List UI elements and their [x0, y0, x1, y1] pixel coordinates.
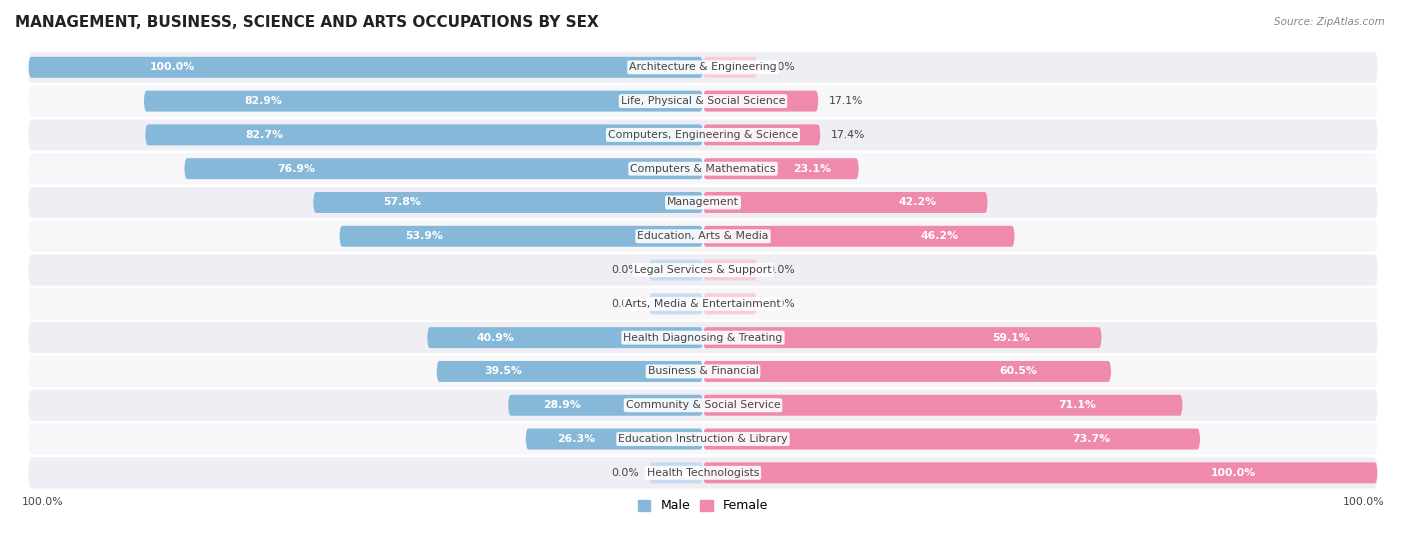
Text: 17.1%: 17.1%	[828, 96, 863, 106]
Text: Community & Social Service: Community & Social Service	[626, 400, 780, 410]
FancyBboxPatch shape	[703, 192, 987, 213]
FancyBboxPatch shape	[184, 158, 703, 179]
Text: 71.1%: 71.1%	[1059, 400, 1097, 410]
FancyBboxPatch shape	[28, 120, 1378, 150]
Text: 0.0%: 0.0%	[612, 299, 638, 309]
FancyBboxPatch shape	[703, 361, 1111, 382]
Text: 40.9%: 40.9%	[477, 333, 515, 343]
Text: 28.9%: 28.9%	[543, 400, 581, 410]
FancyBboxPatch shape	[526, 429, 703, 449]
Text: 0.0%: 0.0%	[768, 265, 794, 275]
Text: 39.5%: 39.5%	[485, 367, 523, 376]
FancyBboxPatch shape	[28, 288, 1378, 319]
Text: Business & Financial: Business & Financial	[648, 367, 758, 376]
FancyBboxPatch shape	[28, 390, 1378, 421]
Text: 0.0%: 0.0%	[612, 468, 638, 478]
Text: 60.5%: 60.5%	[1000, 367, 1038, 376]
Text: 0.0%: 0.0%	[768, 299, 794, 309]
Text: Health Technologists: Health Technologists	[647, 468, 759, 478]
FancyBboxPatch shape	[427, 327, 703, 348]
Text: 0.0%: 0.0%	[768, 62, 794, 72]
FancyBboxPatch shape	[437, 361, 703, 382]
FancyBboxPatch shape	[28, 322, 1378, 353]
FancyBboxPatch shape	[650, 462, 703, 484]
Text: Legal Services & Support: Legal Services & Support	[634, 265, 772, 275]
FancyBboxPatch shape	[28, 52, 1378, 83]
Text: 76.9%: 76.9%	[277, 164, 316, 174]
Text: Source: ZipAtlas.com: Source: ZipAtlas.com	[1274, 17, 1385, 27]
Text: 0.0%: 0.0%	[612, 265, 638, 275]
FancyBboxPatch shape	[508, 395, 703, 416]
FancyBboxPatch shape	[703, 91, 818, 112]
Text: 57.8%: 57.8%	[384, 197, 422, 207]
FancyBboxPatch shape	[703, 259, 756, 281]
FancyBboxPatch shape	[703, 327, 1102, 348]
FancyBboxPatch shape	[28, 221, 1378, 252]
Text: 59.1%: 59.1%	[993, 333, 1029, 343]
FancyBboxPatch shape	[703, 226, 1015, 247]
Text: 73.7%: 73.7%	[1073, 434, 1111, 444]
Text: Life, Physical & Social Science: Life, Physical & Social Science	[621, 96, 785, 106]
Text: MANAGEMENT, BUSINESS, SCIENCE AND ARTS OCCUPATIONS BY SEX: MANAGEMENT, BUSINESS, SCIENCE AND ARTS O…	[15, 15, 599, 30]
Text: Computers & Mathematics: Computers & Mathematics	[630, 164, 776, 174]
FancyBboxPatch shape	[28, 356, 1378, 387]
Legend: Male, Female: Male, Female	[633, 494, 773, 518]
Text: Management: Management	[666, 197, 740, 207]
Text: Arts, Media & Entertainment: Arts, Media & Entertainment	[626, 299, 780, 309]
FancyBboxPatch shape	[703, 158, 859, 179]
FancyBboxPatch shape	[143, 91, 703, 112]
FancyBboxPatch shape	[650, 259, 703, 281]
Text: 46.2%: 46.2%	[921, 231, 959, 241]
Text: Architecture & Engineering: Architecture & Engineering	[630, 62, 776, 72]
FancyBboxPatch shape	[28, 457, 1378, 489]
FancyBboxPatch shape	[28, 86, 1378, 117]
FancyBboxPatch shape	[703, 125, 820, 145]
FancyBboxPatch shape	[28, 57, 703, 78]
FancyBboxPatch shape	[28, 153, 1378, 184]
FancyBboxPatch shape	[339, 226, 703, 247]
FancyBboxPatch shape	[703, 395, 1182, 416]
Text: 42.2%: 42.2%	[898, 197, 936, 207]
FancyBboxPatch shape	[145, 125, 703, 145]
Text: 17.4%: 17.4%	[831, 130, 865, 140]
Text: Education, Arts & Media: Education, Arts & Media	[637, 231, 769, 241]
Text: 100.0%: 100.0%	[1211, 468, 1256, 478]
FancyBboxPatch shape	[28, 424, 1378, 454]
Text: 82.7%: 82.7%	[246, 130, 284, 140]
FancyBboxPatch shape	[28, 187, 1378, 218]
Text: Computers, Engineering & Science: Computers, Engineering & Science	[607, 130, 799, 140]
FancyBboxPatch shape	[703, 462, 1378, 484]
FancyBboxPatch shape	[314, 192, 703, 213]
Text: 100.0%: 100.0%	[21, 497, 63, 507]
Text: 100.0%: 100.0%	[150, 62, 195, 72]
Text: 53.9%: 53.9%	[405, 231, 443, 241]
FancyBboxPatch shape	[703, 57, 756, 78]
Text: 82.9%: 82.9%	[245, 96, 283, 106]
Text: 26.3%: 26.3%	[558, 434, 596, 444]
FancyBboxPatch shape	[650, 293, 703, 314]
Text: 100.0%: 100.0%	[1343, 497, 1385, 507]
FancyBboxPatch shape	[703, 293, 756, 314]
Text: Health Diagnosing & Treating: Health Diagnosing & Treating	[623, 333, 783, 343]
Text: 23.1%: 23.1%	[793, 164, 831, 174]
Text: Education Instruction & Library: Education Instruction & Library	[619, 434, 787, 444]
FancyBboxPatch shape	[703, 429, 1201, 449]
FancyBboxPatch shape	[28, 254, 1378, 286]
